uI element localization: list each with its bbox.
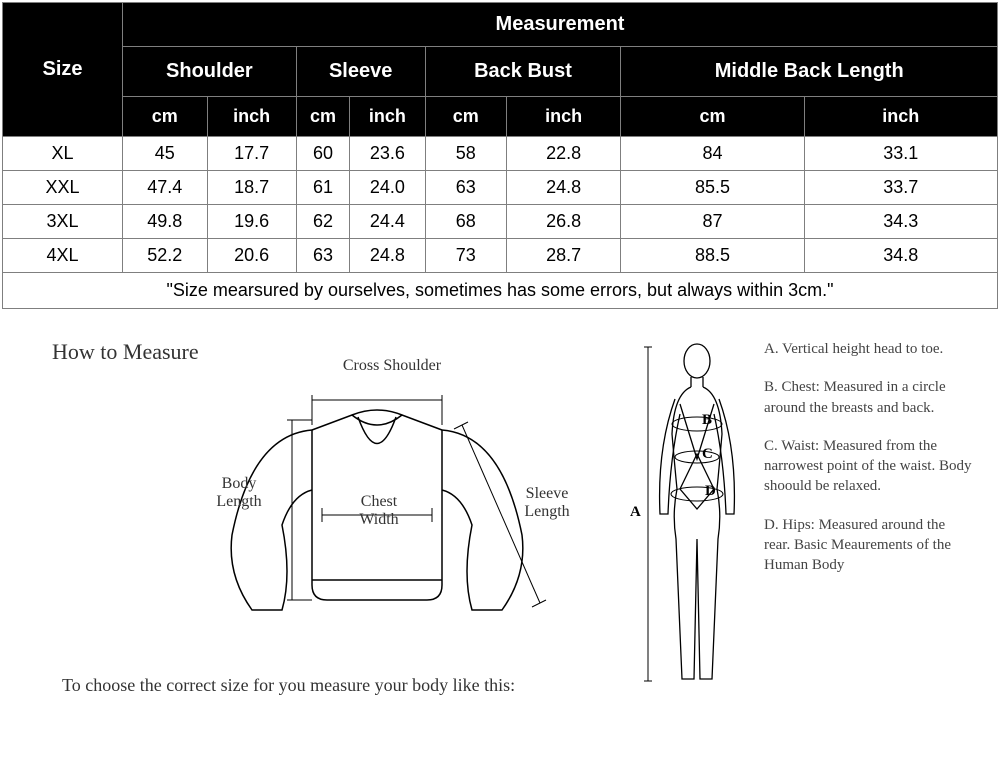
guide-right: A B C D A. Vertical height head to toe. … xyxy=(642,339,998,699)
letter-c: C xyxy=(702,446,713,463)
unit-inch: inch xyxy=(804,97,997,137)
cell: 63 xyxy=(425,171,506,205)
label-sleeve-length: Sleeve Length xyxy=(512,485,582,520)
header-back-bust: Back Bust xyxy=(425,47,621,97)
cell: 63 xyxy=(296,239,350,273)
cell: 26.8 xyxy=(506,205,620,239)
cell: 24.0 xyxy=(350,171,425,205)
unit-cm: cm xyxy=(123,97,208,137)
def-b: B. Chest: Measured in a circle around th… xyxy=(764,377,974,418)
table-row: 4XL 52.2 20.6 63 24.8 73 28.7 88.5 34.8 xyxy=(3,239,998,273)
cell: 24.4 xyxy=(350,205,425,239)
body-diagram: A B C D xyxy=(642,339,752,699)
choose-text: To choose the correct size for you measu… xyxy=(62,675,642,696)
cell: 61 xyxy=(296,171,350,205)
size-chart-table: Size Measurement Shoulder Sleeve Back Bu… xyxy=(2,2,998,309)
cell: 73 xyxy=(425,239,506,273)
cell: 58 xyxy=(425,137,506,171)
cell: 60 xyxy=(296,137,350,171)
cell-size: XL xyxy=(3,137,123,171)
def-c: C. Waist: Measured from the narrowest po… xyxy=(764,436,974,497)
table-row: XL 45 17.7 60 23.6 58 22.8 84 33.1 xyxy=(3,137,998,171)
cell: 45 xyxy=(123,137,208,171)
cell: 22.8 xyxy=(506,137,620,171)
cell: 34.3 xyxy=(804,205,997,239)
letter-b: B xyxy=(702,412,712,429)
label-cross-shoulder: Cross Shoulder xyxy=(332,357,452,375)
table-note: "Size mearsured by ourselves, sometimes … xyxy=(3,273,998,309)
cell: 33.1 xyxy=(804,137,997,171)
body-icon xyxy=(642,339,752,699)
cell: 87 xyxy=(621,205,804,239)
cell-size: XXL xyxy=(3,171,123,205)
label-chest-width: Chest Width xyxy=(344,493,414,528)
cell: 85.5 xyxy=(621,171,804,205)
cell: 19.6 xyxy=(207,205,296,239)
header-shoulder: Shoulder xyxy=(123,47,297,97)
cell: 24.8 xyxy=(506,171,620,205)
label-body-length: Body Length xyxy=(204,475,274,510)
table-row: XXL 47.4 18.7 61 24.0 63 24.8 85.5 33.7 xyxy=(3,171,998,205)
unit-cm: cm xyxy=(296,97,350,137)
cell: 18.7 xyxy=(207,171,296,205)
def-d: D. Hips: Measured around the rear. Basic… xyxy=(764,515,974,576)
unit-cm: cm xyxy=(621,97,804,137)
unit-inch: inch xyxy=(506,97,620,137)
cell-size: 3XL xyxy=(3,205,123,239)
cell: 84 xyxy=(621,137,804,171)
letter-d: D xyxy=(705,483,716,500)
guide-left: How to Measure xyxy=(2,339,642,696)
table-note-row: "Size mearsured by ourselves, sometimes … xyxy=(3,273,998,309)
def-a: A. Vertical height head to toe. xyxy=(764,339,974,359)
header-middle-back-length: Middle Back Length xyxy=(621,47,998,97)
definitions: A. Vertical height head to toe. B. Chest… xyxy=(764,339,974,593)
cell: 62 xyxy=(296,205,350,239)
cell: 24.8 xyxy=(350,239,425,273)
header-sleeve: Sleeve xyxy=(296,47,425,97)
table-row: 3XL 49.8 19.6 62 24.4 68 26.8 87 34.3 xyxy=(3,205,998,239)
cell: 52.2 xyxy=(123,239,208,273)
measurement-guide: How to Measure xyxy=(2,339,998,699)
header-size: Size xyxy=(3,3,123,137)
cell: 49.8 xyxy=(123,205,208,239)
unit-cm: cm xyxy=(425,97,506,137)
cell: 34.8 xyxy=(804,239,997,273)
cell: 23.6 xyxy=(350,137,425,171)
cell: 33.7 xyxy=(804,171,997,205)
cell: 68 xyxy=(425,205,506,239)
cell: 88.5 xyxy=(621,239,804,273)
letter-a: A xyxy=(630,504,641,521)
cell: 20.6 xyxy=(207,239,296,273)
unit-inch: inch xyxy=(207,97,296,137)
shirt-diagram: Cross Shoulder Body Length Chest Width S… xyxy=(162,375,582,635)
cell-size: 4XL xyxy=(3,239,123,273)
header-measurement: Measurement xyxy=(123,3,998,47)
unit-inch: inch xyxy=(350,97,425,137)
cell: 17.7 xyxy=(207,137,296,171)
cell: 47.4 xyxy=(123,171,208,205)
cell: 28.7 xyxy=(506,239,620,273)
